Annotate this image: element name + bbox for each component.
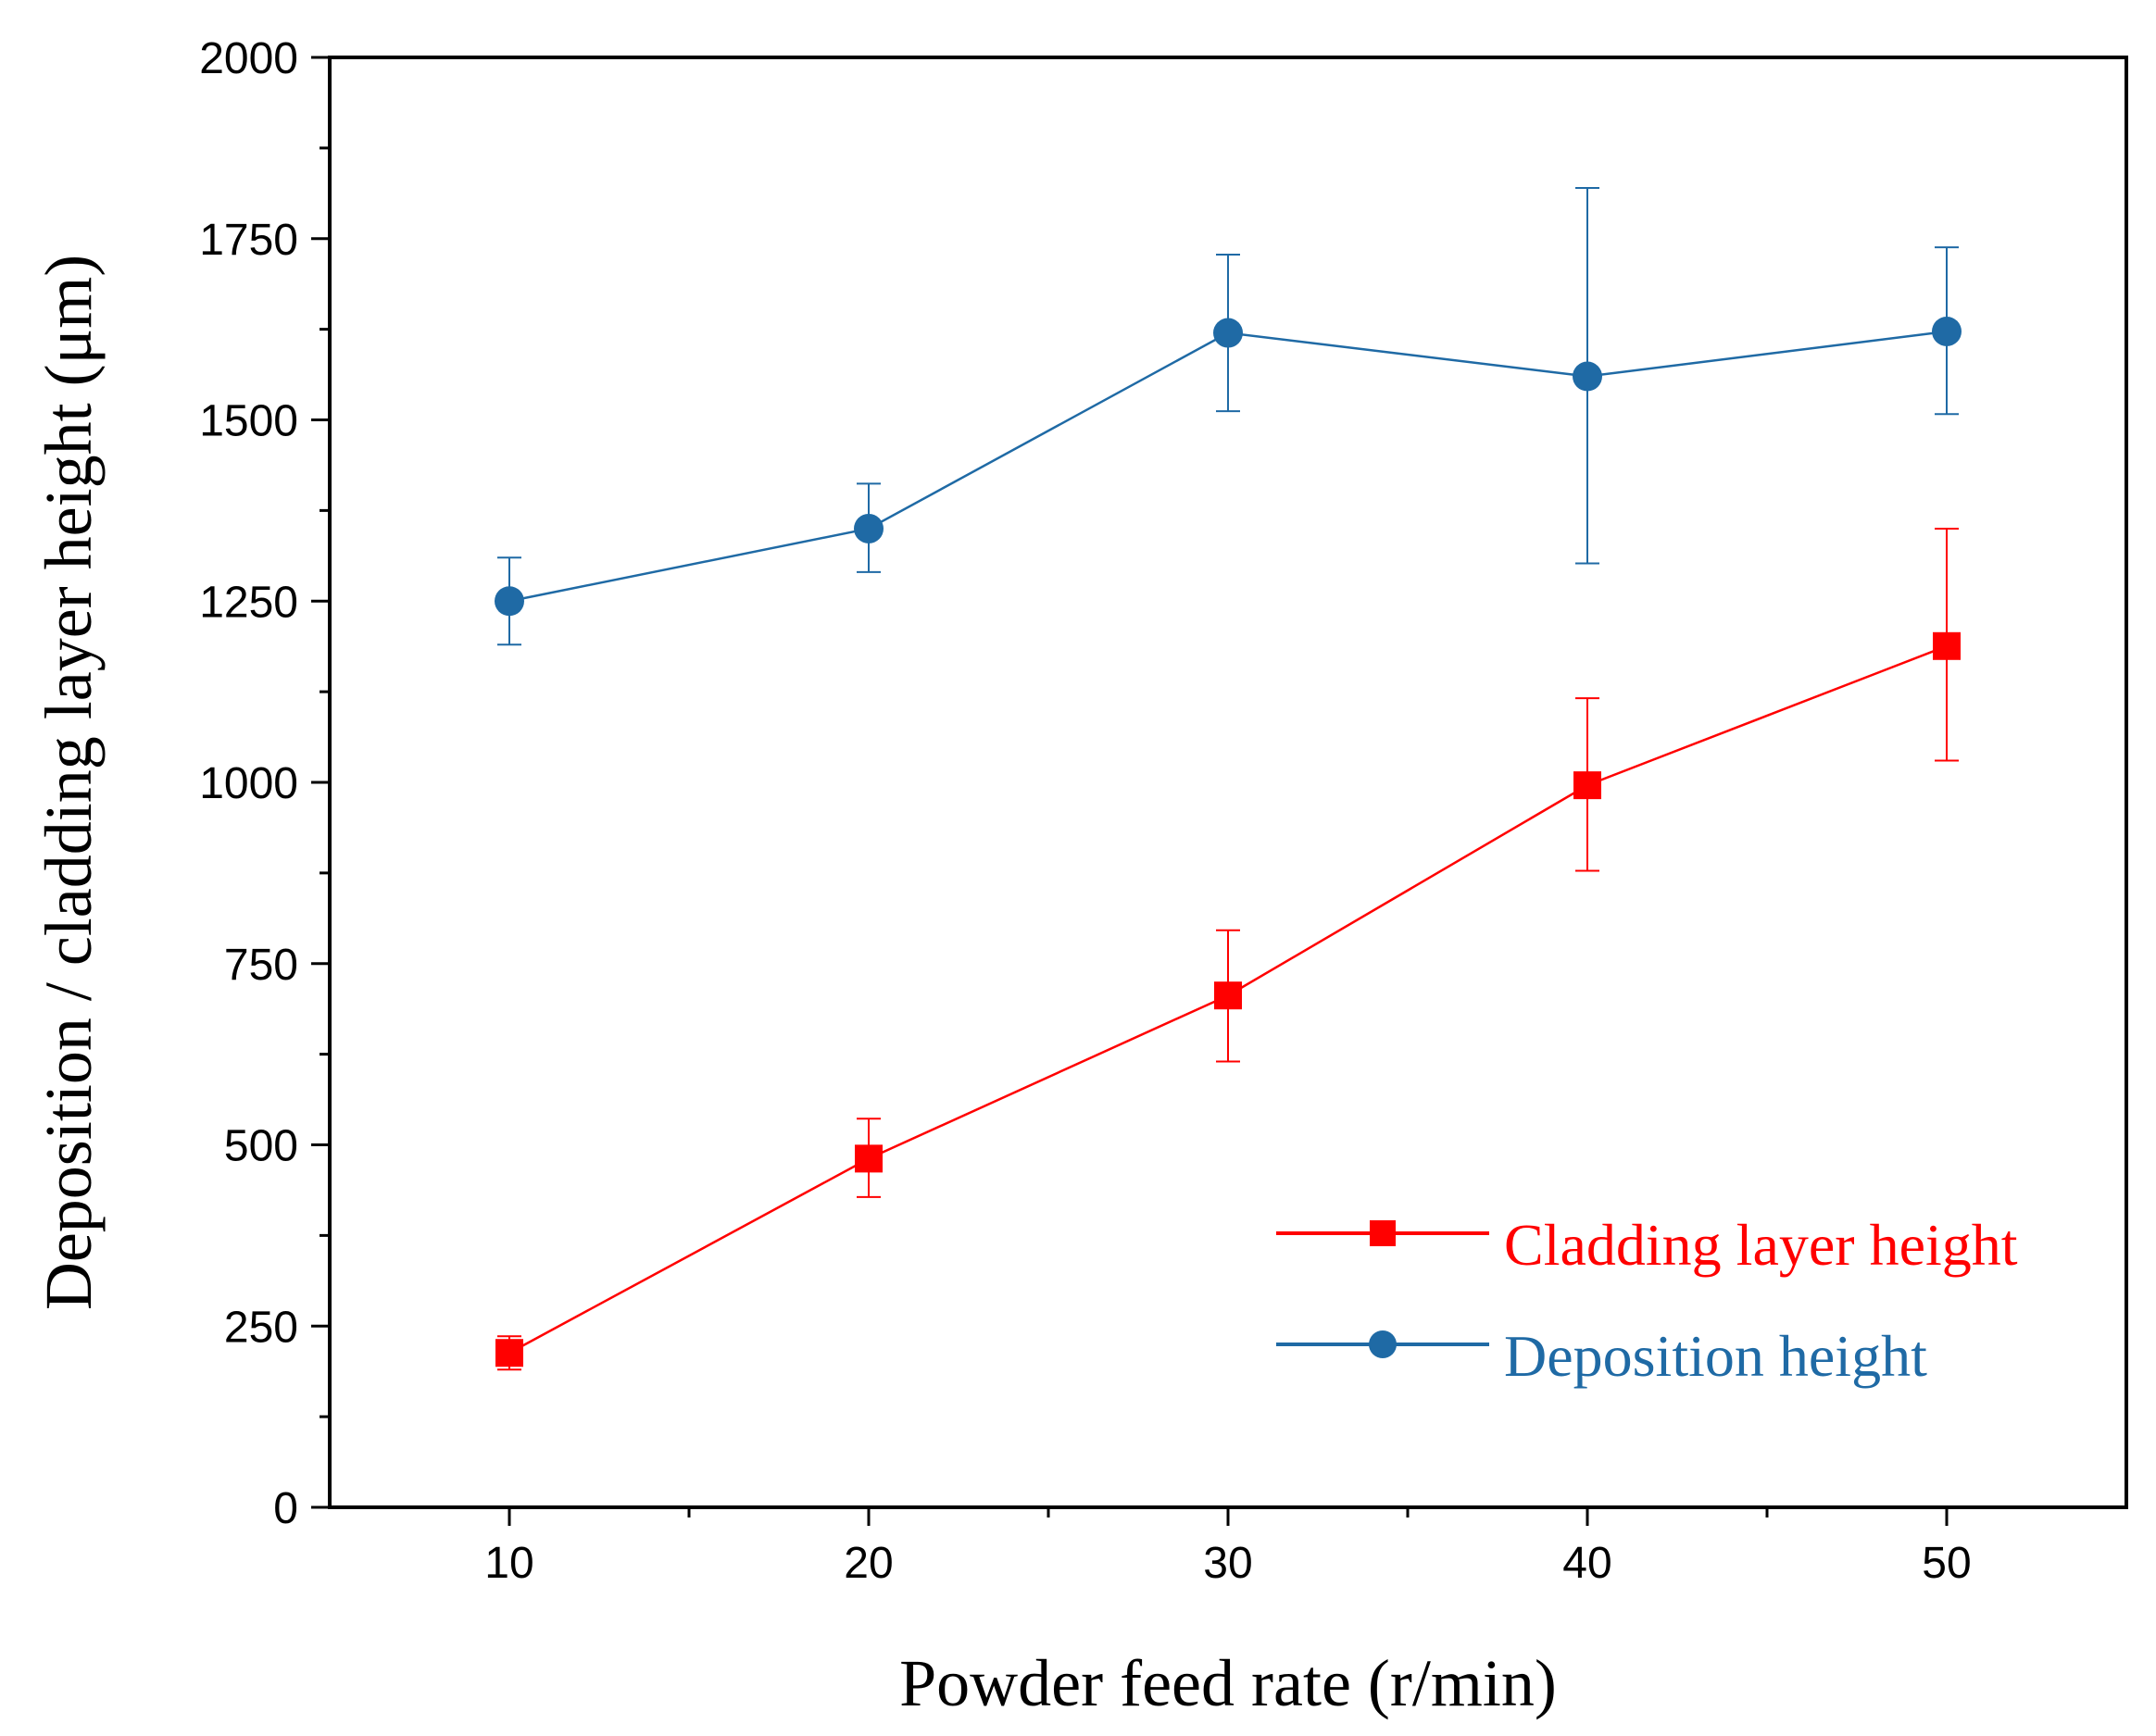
y-tick-label: 500 bbox=[224, 1122, 298, 1171]
plot-marks bbox=[495, 186, 1962, 1371]
data-point-cladding bbox=[1933, 631, 1961, 660]
y-tick-label: 1750 bbox=[199, 216, 298, 265]
legend: Cladding layer height Deposition height bbox=[1276, 1212, 2018, 1389]
y-tick-label: 250 bbox=[224, 1303, 298, 1352]
series-cladding bbox=[495, 527, 1961, 1371]
data-point-cladding bbox=[495, 1339, 523, 1368]
legend-label-cladding: Cladding layer height bbox=[1504, 1212, 2018, 1278]
y-tick-label: 0 bbox=[273, 1484, 298, 1533]
data-point-deposition bbox=[854, 513, 884, 543]
x-axis-title: Powder feed rate (r/min) bbox=[899, 1646, 1557, 1720]
x-tick-label: 20 bbox=[844, 1539, 893, 1588]
x-tick-label: 40 bbox=[1562, 1539, 1611, 1588]
data-point-cladding bbox=[855, 1144, 883, 1173]
data-point-cladding bbox=[1214, 981, 1242, 1010]
y-tick-label: 2000 bbox=[199, 34, 298, 83]
data-point-deposition bbox=[1573, 361, 1602, 392]
series-deposition bbox=[495, 186, 1962, 646]
x-tick-label: 50 bbox=[1922, 1539, 1971, 1588]
legend-label-deposition: Deposition height bbox=[1504, 1323, 1927, 1389]
y-tick-label: 1000 bbox=[199, 759, 298, 808]
legend-marker-cladding bbox=[1370, 1220, 1396, 1246]
y-tick-label: 1250 bbox=[199, 578, 298, 627]
data-point-deposition bbox=[1932, 316, 1962, 346]
x-tick-label: 10 bbox=[484, 1539, 533, 1588]
y-axis-title: Deposition / cladding layer height (μm) bbox=[31, 255, 106, 1310]
legend-marker-deposition bbox=[1369, 1330, 1397, 1358]
y-tick-label: 1500 bbox=[199, 397, 298, 446]
data-point-deposition bbox=[1213, 318, 1243, 348]
x-tick-label: 30 bbox=[1203, 1539, 1252, 1588]
data-point-deposition bbox=[495, 586, 524, 617]
y-tick-label: 750 bbox=[224, 941, 298, 990]
data-point-cladding bbox=[1573, 771, 1601, 800]
